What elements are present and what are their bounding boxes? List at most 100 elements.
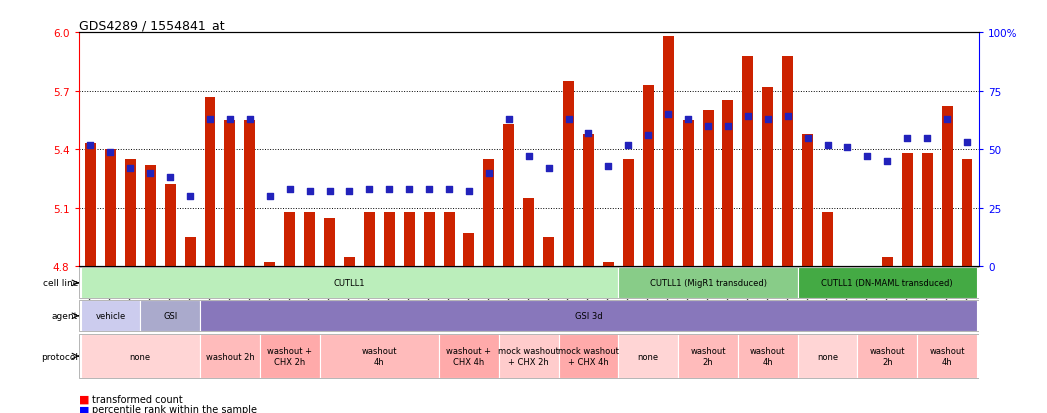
Bar xyxy=(738,334,798,379)
Text: none: none xyxy=(817,352,838,361)
Bar xyxy=(439,334,498,379)
Bar xyxy=(504,125,514,267)
Point xyxy=(819,142,836,149)
Point xyxy=(560,116,577,123)
Point xyxy=(421,186,438,193)
Text: CUTLL1 (DN-MAML transduced): CUTLL1 (DN-MAML transduced) xyxy=(822,279,953,288)
Point xyxy=(162,175,179,181)
Bar xyxy=(961,160,973,267)
Point xyxy=(580,130,597,137)
Text: CUTLL1: CUTLL1 xyxy=(334,279,365,288)
Bar xyxy=(901,154,913,267)
Point xyxy=(919,135,936,142)
Text: washout
4h: washout 4h xyxy=(750,347,785,366)
Bar xyxy=(643,85,653,267)
Bar xyxy=(144,166,156,267)
Point xyxy=(121,165,138,172)
Text: washout
4h: washout 4h xyxy=(361,347,397,366)
Text: none: none xyxy=(130,352,151,361)
Bar xyxy=(244,121,255,267)
Point xyxy=(699,123,716,130)
Bar xyxy=(941,107,953,267)
Point xyxy=(959,140,976,146)
Point xyxy=(660,112,676,118)
Bar xyxy=(125,160,136,267)
Text: cell line: cell line xyxy=(43,279,77,288)
Bar xyxy=(802,134,814,267)
Bar xyxy=(344,257,355,267)
Bar xyxy=(782,57,794,267)
Bar xyxy=(424,212,435,267)
Point xyxy=(321,189,338,195)
Bar xyxy=(224,121,236,267)
Text: washout
4h: washout 4h xyxy=(930,347,965,366)
Text: mock washout
+ CHX 2h: mock washout + CHX 2h xyxy=(498,347,559,366)
Bar xyxy=(862,267,873,354)
Bar xyxy=(678,334,738,379)
Bar xyxy=(319,334,439,379)
Text: vehicle: vehicle xyxy=(95,311,126,320)
Text: transformed count: transformed count xyxy=(92,394,183,404)
Point xyxy=(779,114,796,121)
Bar xyxy=(842,267,853,335)
Point xyxy=(282,186,298,193)
Text: none: none xyxy=(638,352,659,361)
Bar xyxy=(857,334,917,379)
Point xyxy=(899,135,916,142)
Point xyxy=(739,114,756,121)
Text: protocol: protocol xyxy=(41,352,77,361)
Point xyxy=(461,189,477,195)
Bar xyxy=(81,301,140,332)
Point xyxy=(262,193,279,200)
Bar xyxy=(559,334,619,379)
Point xyxy=(441,186,458,193)
Bar xyxy=(822,212,833,267)
Text: ■: ■ xyxy=(79,394,89,404)
Bar xyxy=(623,160,633,267)
Point xyxy=(202,116,219,123)
Text: washout
2h: washout 2h xyxy=(870,347,905,366)
Point xyxy=(759,116,776,123)
Point xyxy=(520,154,537,160)
Point xyxy=(242,116,259,123)
Bar xyxy=(683,121,693,267)
Bar xyxy=(200,334,260,379)
Text: CUTLL1 (MigR1 transduced): CUTLL1 (MigR1 transduced) xyxy=(649,279,766,288)
Bar xyxy=(304,212,315,267)
Bar xyxy=(164,185,176,267)
Text: washout 2h: washout 2h xyxy=(205,352,254,361)
Bar xyxy=(260,334,319,379)
Bar xyxy=(200,301,977,332)
Bar xyxy=(464,234,474,267)
Text: agent: agent xyxy=(51,311,77,320)
Text: GSI 3d: GSI 3d xyxy=(575,311,602,320)
Bar xyxy=(105,150,116,267)
Point xyxy=(939,116,956,123)
Bar xyxy=(798,268,977,299)
Point xyxy=(859,154,875,160)
Bar xyxy=(384,212,395,267)
Point xyxy=(182,193,199,200)
Bar xyxy=(498,334,559,379)
Point xyxy=(540,165,557,172)
Bar xyxy=(917,334,977,379)
Text: GSI: GSI xyxy=(163,311,177,320)
Bar xyxy=(325,218,335,267)
Bar xyxy=(184,237,196,267)
Bar xyxy=(619,268,798,299)
Point xyxy=(600,163,617,170)
Point xyxy=(719,123,736,130)
Bar xyxy=(603,263,614,267)
Point xyxy=(500,116,517,123)
Bar xyxy=(284,212,295,267)
Bar xyxy=(882,257,893,267)
Bar xyxy=(619,334,678,379)
Bar xyxy=(543,237,554,267)
Point xyxy=(102,149,118,156)
Bar xyxy=(204,97,216,267)
Bar xyxy=(81,268,619,299)
Text: percentile rank within the sample: percentile rank within the sample xyxy=(92,404,258,413)
Text: washout +
CHX 2h: washout + CHX 2h xyxy=(267,347,312,366)
Bar xyxy=(524,199,534,267)
Text: washout
2h: washout 2h xyxy=(690,347,726,366)
